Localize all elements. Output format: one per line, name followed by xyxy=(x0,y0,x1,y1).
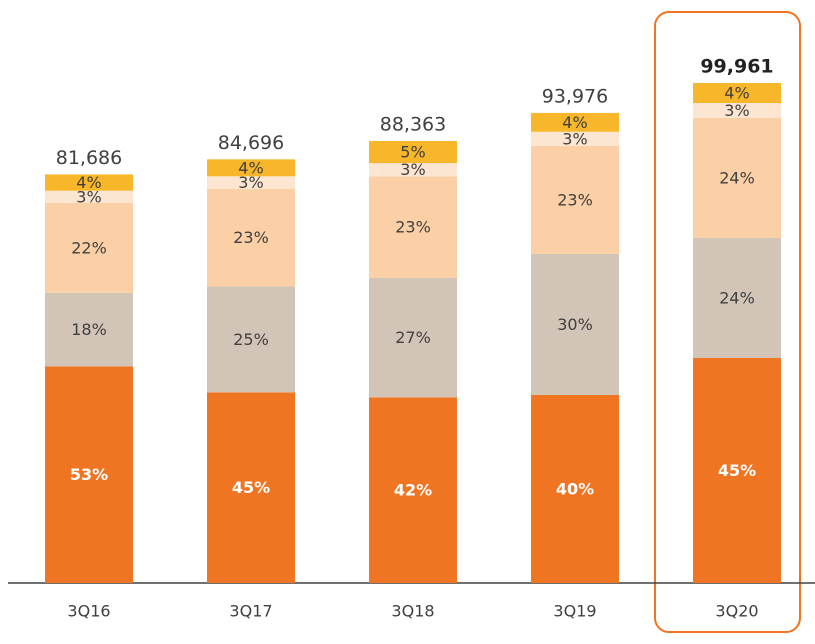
segment-label: 23% xyxy=(233,228,269,247)
bar-segment xyxy=(369,278,457,398)
segment-label: 18% xyxy=(71,320,107,339)
bar-segment xyxy=(207,392,295,583)
segment-label: 4% xyxy=(562,113,587,132)
bar-segment xyxy=(693,238,781,358)
segment-label: 40% xyxy=(556,479,594,498)
segment-label: 27% xyxy=(395,328,431,347)
bar-segment xyxy=(531,394,619,583)
bar-segment xyxy=(45,190,133,204)
bar-segment xyxy=(207,159,295,177)
bar-segment xyxy=(369,176,457,279)
segment-label: 3% xyxy=(724,101,749,120)
segment-label: 42% xyxy=(394,481,432,500)
segment-label: 3% xyxy=(562,129,587,148)
total-label: 84,696 xyxy=(218,132,284,154)
x-tick-label: 3Q19 xyxy=(553,602,596,621)
segment-label: 24% xyxy=(719,169,755,188)
bar-segment xyxy=(369,141,457,164)
bar-segment xyxy=(531,253,619,395)
segment-label: 3% xyxy=(238,173,263,192)
bar-segment xyxy=(531,145,619,254)
x-tick-label: 3Q18 xyxy=(391,602,434,621)
bar-segment xyxy=(45,292,133,367)
highlight-box xyxy=(654,11,801,633)
bar-segment xyxy=(45,174,133,191)
x-tick-label: 3Q17 xyxy=(229,602,272,621)
total-label: 93,976 xyxy=(542,85,608,107)
bar-segment xyxy=(693,103,781,118)
segment-label: 5% xyxy=(400,143,425,162)
total-label: 81,686 xyxy=(56,147,122,169)
bar-segment xyxy=(531,131,619,146)
segment-label: 4% xyxy=(238,158,263,177)
bar-segment xyxy=(693,83,781,103)
bar-segment xyxy=(45,366,133,583)
bar-segment xyxy=(207,176,295,190)
segment-label: 30% xyxy=(557,315,593,334)
bar-segment xyxy=(693,358,781,583)
segment-label: 22% xyxy=(71,238,107,257)
segment-label: 4% xyxy=(76,173,101,192)
bar-segment xyxy=(207,189,295,287)
segment-label: 45% xyxy=(718,461,756,480)
segment-label: 24% xyxy=(719,289,755,308)
segment-label: 23% xyxy=(395,218,431,237)
x-tick-label: 3Q20 xyxy=(715,602,758,621)
bar-segment xyxy=(531,112,619,132)
bar-segment xyxy=(369,163,457,177)
x-tick-label: 3Q16 xyxy=(67,602,110,621)
bar-segment xyxy=(45,203,133,293)
bar-segment xyxy=(369,397,457,583)
segment-label: 23% xyxy=(557,190,593,209)
bar-segment xyxy=(207,286,295,393)
total-label: 99,961 xyxy=(700,56,773,78)
total-label: 88,363 xyxy=(380,114,446,136)
segment-label: 25% xyxy=(233,330,269,349)
bar-segment xyxy=(693,118,781,238)
segment-label: 3% xyxy=(76,187,101,206)
segment-label: 4% xyxy=(724,84,749,103)
segment-label: 3% xyxy=(400,160,425,179)
segment-label: 53% xyxy=(70,465,108,484)
segment-label: 45% xyxy=(232,478,270,497)
